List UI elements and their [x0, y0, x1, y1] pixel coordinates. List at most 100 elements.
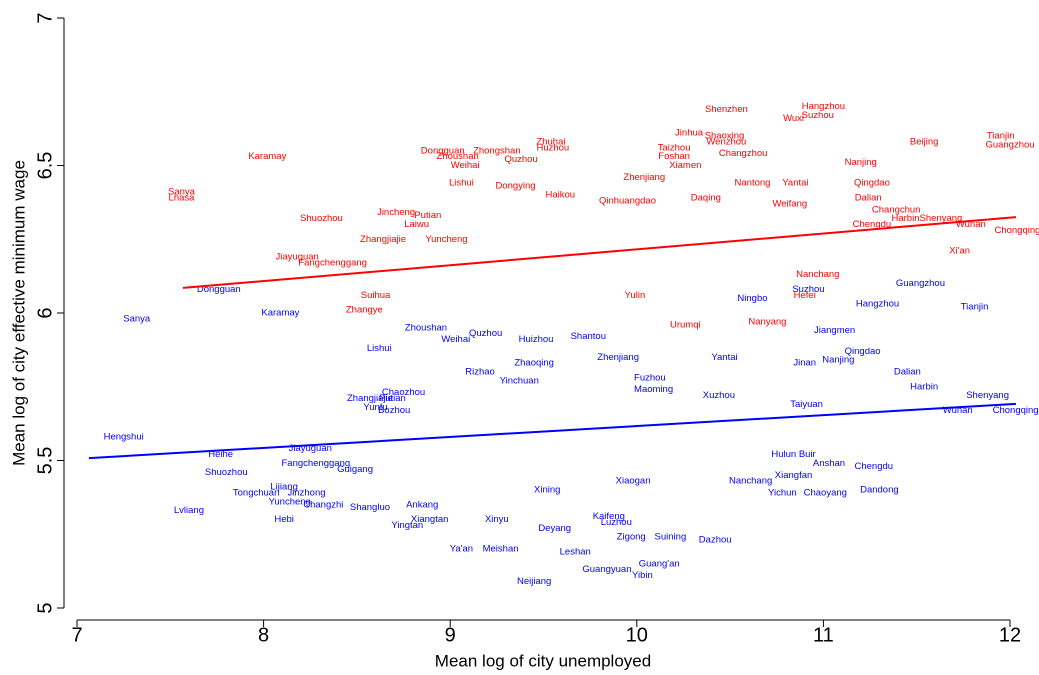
- city-label: Beijing: [910, 136, 939, 147]
- city-label: Wuhan: [956, 219, 986, 230]
- x-tick-label: 7: [71, 624, 82, 646]
- city-label: Daqing: [691, 192, 721, 203]
- city-label: Bozhou: [378, 405, 410, 416]
- city-label: Guangzhou: [985, 139, 1034, 150]
- city-label: Shuozhou: [300, 213, 343, 224]
- city-label: Hengshui: [104, 431, 144, 442]
- city-label: Leshan: [560, 546, 591, 557]
- fit-line: [182, 216, 1017, 289]
- city-label: Shuozhou: [205, 467, 248, 478]
- city-label: Yinchuan: [500, 375, 539, 386]
- city-label: Hangzhou: [802, 101, 845, 112]
- city-label: Luzhou: [601, 517, 632, 528]
- x-tick-label: 12: [999, 624, 1021, 646]
- y-tick-label: 7: [34, 12, 56, 23]
- city-label: Fangchenggang: [282, 458, 351, 469]
- city-label: Hefei: [794, 290, 816, 301]
- city-label: Shaoxing: [705, 131, 745, 142]
- city-label: Guigang: [337, 464, 373, 475]
- city-label: Yantai: [711, 352, 737, 363]
- city-label: Changzhi: [303, 499, 343, 510]
- city-label: Haikou: [546, 190, 576, 201]
- city-label: Changzhou: [719, 148, 768, 159]
- city-label: Lvliang: [174, 505, 204, 516]
- city-label: Huizhou: [519, 334, 554, 345]
- city-label: Yantai: [782, 178, 808, 189]
- city-label: Shenzhen: [705, 104, 748, 115]
- city-label: Karamay: [248, 151, 286, 162]
- city-label: Jinhua: [675, 128, 704, 139]
- y-tick-label: 6: [34, 307, 56, 318]
- city-label: Chongqing: [993, 405, 1039, 416]
- city-label: Deyang: [538, 523, 571, 534]
- city-label: Kaifeng: [593, 511, 625, 522]
- city-label: Tongchuan: [233, 487, 279, 498]
- city-label: Ningbo: [737, 293, 767, 304]
- city-label: Xi'an: [949, 246, 970, 257]
- city-label: Ya'an: [450, 544, 473, 555]
- city-label: Dalian: [855, 192, 882, 203]
- city-label: Suining: [655, 532, 687, 543]
- city-label: Fangchenggang: [298, 257, 367, 268]
- y-tick-label: 6.5: [34, 152, 56, 180]
- y-axis-title: Mean log of city effective minimum wage: [9, 160, 28, 466]
- city-label: Huzhou: [536, 142, 569, 153]
- city-label: Qingdao: [854, 178, 890, 189]
- city-label: Putian: [414, 210, 441, 221]
- city-label: Dazhou: [699, 535, 732, 546]
- city-label: Shenyang: [966, 390, 1009, 401]
- city-label: Maoming: [634, 384, 673, 395]
- city-label: Taiyuan: [790, 399, 823, 410]
- city-label: Suzhou: [792, 284, 824, 295]
- city-label: Weihai: [451, 160, 480, 171]
- city-label: Changchun: [872, 204, 921, 215]
- y-tick-label: 5: [34, 602, 56, 613]
- y-tick-label: 5.5: [34, 447, 56, 475]
- city-label: Ankang: [406, 499, 438, 510]
- city-label: Jincheng: [377, 207, 415, 218]
- city-label: Shantou: [571, 331, 606, 342]
- city-label: Yuncheng: [269, 496, 311, 507]
- city-label: Jiayuguan: [289, 443, 332, 454]
- city-label: Laiwu: [404, 219, 429, 230]
- city-label: Zhongshan: [473, 145, 521, 156]
- city-label: Suzhou: [802, 110, 834, 121]
- city-label: Jiayuguan: [276, 251, 319, 262]
- city-label: Sanya: [123, 313, 151, 324]
- city-label: Zhangjiajie: [347, 393, 393, 404]
- city-label: Jiangmen: [814, 325, 855, 336]
- city-label: Jinzhong: [288, 487, 326, 498]
- city-label: Neijiang: [517, 576, 551, 587]
- city-label: Anshan: [813, 458, 845, 469]
- city-label: Nanchang: [796, 269, 839, 280]
- city-label: Qingdao: [845, 346, 881, 357]
- city-label: Xining: [534, 485, 560, 496]
- city-label: Lhasa: [169, 192, 196, 203]
- city-label: Zigong: [617, 532, 646, 543]
- city-label: Yingtan: [391, 520, 423, 531]
- city-label: Chengdu: [855, 461, 894, 472]
- x-tick-label: 10: [626, 624, 648, 646]
- city-label: Putian: [379, 393, 406, 404]
- city-label: Wuxi: [783, 113, 804, 124]
- city-label: Jinan: [793, 358, 816, 369]
- city-label: Zhoushan: [437, 151, 479, 162]
- city-label: Chaoyang: [804, 487, 847, 498]
- city-label: Yichun: [768, 487, 797, 498]
- city-label: Urumqi: [670, 319, 701, 330]
- x-tick-label: 8: [258, 624, 269, 646]
- city-label: Heihe: [208, 449, 233, 460]
- city-label: Dalian: [894, 367, 921, 378]
- city-label: Guang'an: [639, 558, 680, 569]
- city-label: Xinyu: [485, 514, 509, 525]
- city-label: Quzhou: [469, 328, 502, 339]
- city-label: Zhuhai: [536, 136, 565, 147]
- city-label: Suihua: [361, 290, 391, 301]
- city-label: Tianjin: [961, 302, 989, 313]
- city-label: Nanchang: [729, 476, 772, 487]
- x-axis-title: Mean log of city unemployed: [435, 651, 651, 670]
- city-label: Weihai: [441, 334, 470, 345]
- city-label: Wenzhou: [706, 136, 746, 147]
- city-label: Harbin: [892, 213, 920, 224]
